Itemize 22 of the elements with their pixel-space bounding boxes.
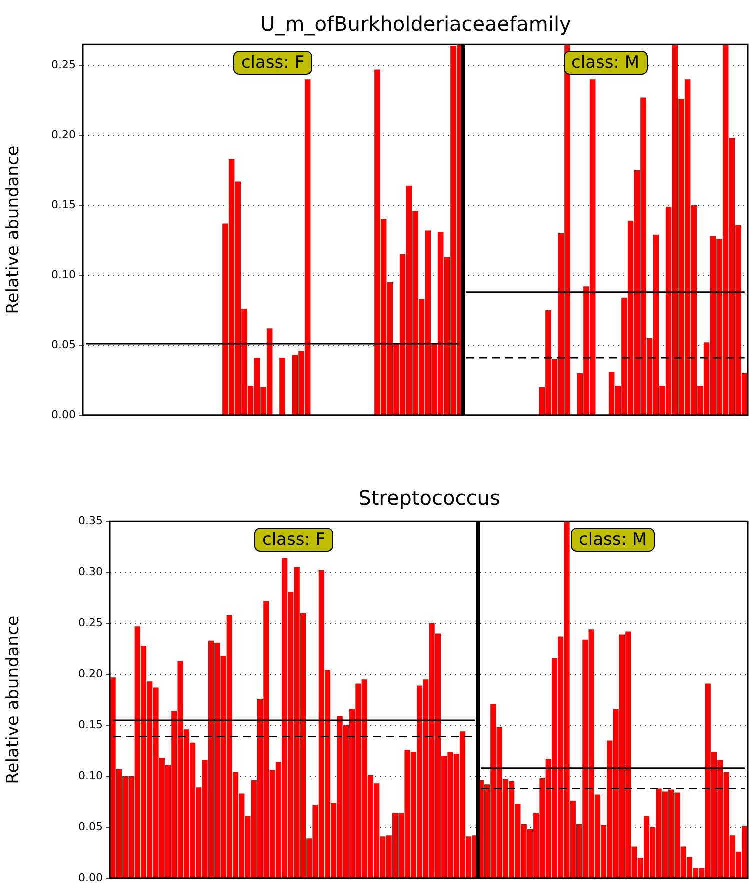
y-tick-label: 0.05 <box>52 338 76 352</box>
y-tick-label: 0.15 <box>78 718 103 732</box>
y-tick-label: 0.25 <box>52 58 76 72</box>
annotation: class: M <box>564 50 648 75</box>
y-tick-label: 0.15 <box>52 198 76 212</box>
y-tick-label: 0.00 <box>78 871 103 883</box>
y-tick-label: 0.10 <box>78 769 103 782</box>
annotation: class: F <box>233 50 313 75</box>
y-tick-label: 0.10 <box>52 268 76 282</box>
annotation: class: F <box>254 528 334 552</box>
annotation: class: M <box>571 528 656 552</box>
y-tick-label: 0.00 <box>52 408 76 422</box>
y-tick-label: 0.35 <box>78 514 103 528</box>
y-axis-title: Relative abundance <box>4 616 24 784</box>
y-tick-label: 0.30 <box>78 565 103 578</box>
chart-title: U_m_ofBurkholderiaceaefamily <box>260 12 572 36</box>
y-tick-label: 0.20 <box>78 667 103 680</box>
y-tick-label: 0.25 <box>78 616 103 630</box>
chart-title: Streptococcus <box>358 486 500 510</box>
y-tick-label: 0.20 <box>52 128 76 142</box>
y-axis-title: Relative abundance <box>4 146 24 314</box>
y-tick-label: 0.05 <box>78 820 103 834</box>
